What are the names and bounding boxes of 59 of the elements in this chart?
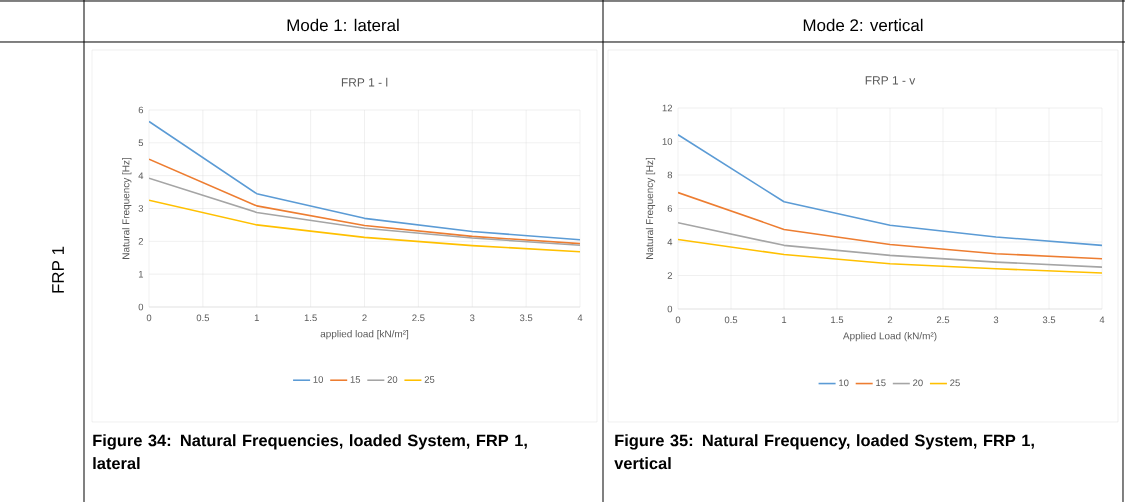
- y-tick-label: 6: [667, 205, 673, 212]
- legend-label: 25: [424, 376, 435, 383]
- x-tick-label: 2.5: [412, 314, 425, 322]
- legend-label: 20: [913, 379, 923, 387]
- y-axis-title: Natural Frequency [Hz]: [122, 158, 132, 259]
- y-tick-label: 5: [138, 139, 144, 147]
- x-axis-title: Applied Load (kN/m²): [842, 332, 937, 342]
- y-tick-label: 4: [138, 172, 144, 179]
- legend-label: 20: [387, 376, 398, 383]
- x-tick-label: 2: [887, 316, 893, 324]
- line-series: [149, 158, 581, 245]
- y-tick-label: 0: [667, 305, 673, 313]
- y-tick-label: 3: [138, 205, 144, 212]
- x-tick-label: 2: [362, 314, 367, 322]
- x-tick-label: 1: [782, 316, 787, 324]
- x-tick-label: 1: [254, 314, 259, 322]
- x-tick-label: 1.5: [304, 314, 317, 322]
- y-tick-label: 4: [667, 238, 673, 246]
- x-tick-label: 0.5: [724, 316, 738, 324]
- y-axis-title: Natural Frequency [Hz]: [645, 158, 656, 259]
- x-axis-title: applied load [kN/m²]: [320, 330, 409, 340]
- legend-label: 10: [839, 379, 849, 387]
- y-tick-label: 2: [138, 238, 144, 245]
- x-tick-label: 4: [577, 314, 583, 322]
- x-tick-label: 0: [675, 316, 681, 324]
- x-tick-label: 0: [146, 314, 152, 322]
- caption: Figure 34: Natural Frequencies, loaded System, FRP 1, lateral: [93, 434, 527, 470]
- x-tick-label: 0.5: [196, 314, 210, 322]
- x-tick-label: 2.5: [936, 316, 950, 324]
- x-tick-label: 3.5: [519, 314, 533, 322]
- y-tick-label: 6: [138, 106, 144, 114]
- x-tick-label: 3: [469, 314, 475, 322]
- chart-title: FRP 1 - l: [341, 77, 388, 87]
- line-series: [678, 191, 1103, 260]
- line-series: [149, 120, 581, 241]
- line-series: [149, 177, 581, 247]
- y-tick-label: 10: [662, 138, 673, 145]
- y-tick-label: 2: [667, 272, 673, 279]
- line-series: [678, 221, 1103, 268]
- y-tick-label: 12: [662, 104, 673, 112]
- legend-label: 15: [350, 376, 361, 383]
- x-tick-label: 3.5: [1042, 316, 1056, 324]
- y-tick-label: 1: [138, 270, 144, 278]
- line-series: [678, 238, 1103, 274]
- legend-label: 15: [876, 379, 886, 387]
- x-tick-label: 3: [993, 316, 999, 324]
- text: FRP 1: [52, 246, 64, 293]
- y-tick-label: 0: [138, 303, 144, 311]
- legend-label: 25: [950, 379, 960, 387]
- caption: Figure 35: Natural Frequency, loaded System, FRP 1, vertical: [614, 434, 1034, 470]
- text: Mode 1: lateral: [287, 18, 399, 32]
- x-tick-label: 1.5: [831, 316, 844, 324]
- legend-label: 10: [313, 376, 324, 383]
- line-series: [149, 199, 581, 253]
- line-series: [678, 133, 1103, 247]
- text: Mode 2: vertical: [803, 18, 923, 32]
- y-tick-label: 8: [667, 171, 673, 179]
- chart-title: FRP 1 - v: [865, 76, 916, 85]
- x-tick-label: 4: [1099, 316, 1105, 324]
